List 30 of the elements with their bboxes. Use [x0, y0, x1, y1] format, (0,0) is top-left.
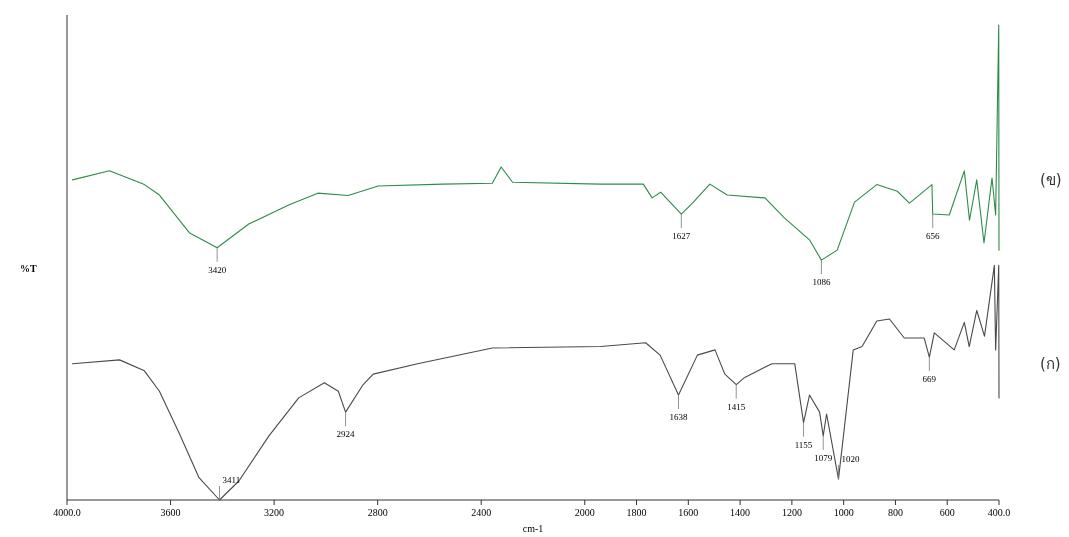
- x-tick-label: 1600: [678, 507, 699, 518]
- annotation: 669: [922, 374, 937, 385]
- annotation: 1638: [669, 412, 688, 423]
- annotation: 656: [925, 231, 940, 242]
- x-tick-label: 3600: [160, 507, 181, 518]
- x-tick-label: 400.0: [987, 507, 1011, 518]
- x-axis-title: cm-1: [522, 523, 544, 534]
- x-tick-label: 1000: [833, 507, 854, 518]
- text: (ข): [1040, 170, 1062, 189]
- x-tick-label: 2000: [574, 507, 595, 518]
- annotation: 1020: [841, 454, 860, 465]
- x-tick-label: 600: [939, 507, 955, 518]
- x-tick-label: 3200: [264, 507, 285, 518]
- annotation: 1415: [727, 401, 746, 412]
- x-tick-label: 1200: [781, 507, 802, 518]
- annotation: 1627: [672, 231, 691, 242]
- x-tick-label: 1800: [626, 507, 647, 518]
- annotation: 2924: [336, 429, 356, 440]
- x-tick-label: 4000.0: [53, 507, 81, 518]
- x-tick-label: 1400: [730, 507, 751, 518]
- annotation: 3420: [208, 264, 227, 275]
- annotation: 1079: [814, 452, 833, 463]
- annotation: 3411: [222, 475, 241, 485]
- annotation: 1155: [794, 439, 813, 450]
- y-axis-title: %T: [20, 263, 37, 274]
- annotation: 1086: [812, 277, 831, 288]
- text: (ก): [1040, 354, 1061, 373]
- x-tick-label: 2800: [367, 507, 388, 518]
- x-tick-label: 800: [887, 507, 903, 518]
- x-tick-label: 2400: [471, 507, 492, 518]
